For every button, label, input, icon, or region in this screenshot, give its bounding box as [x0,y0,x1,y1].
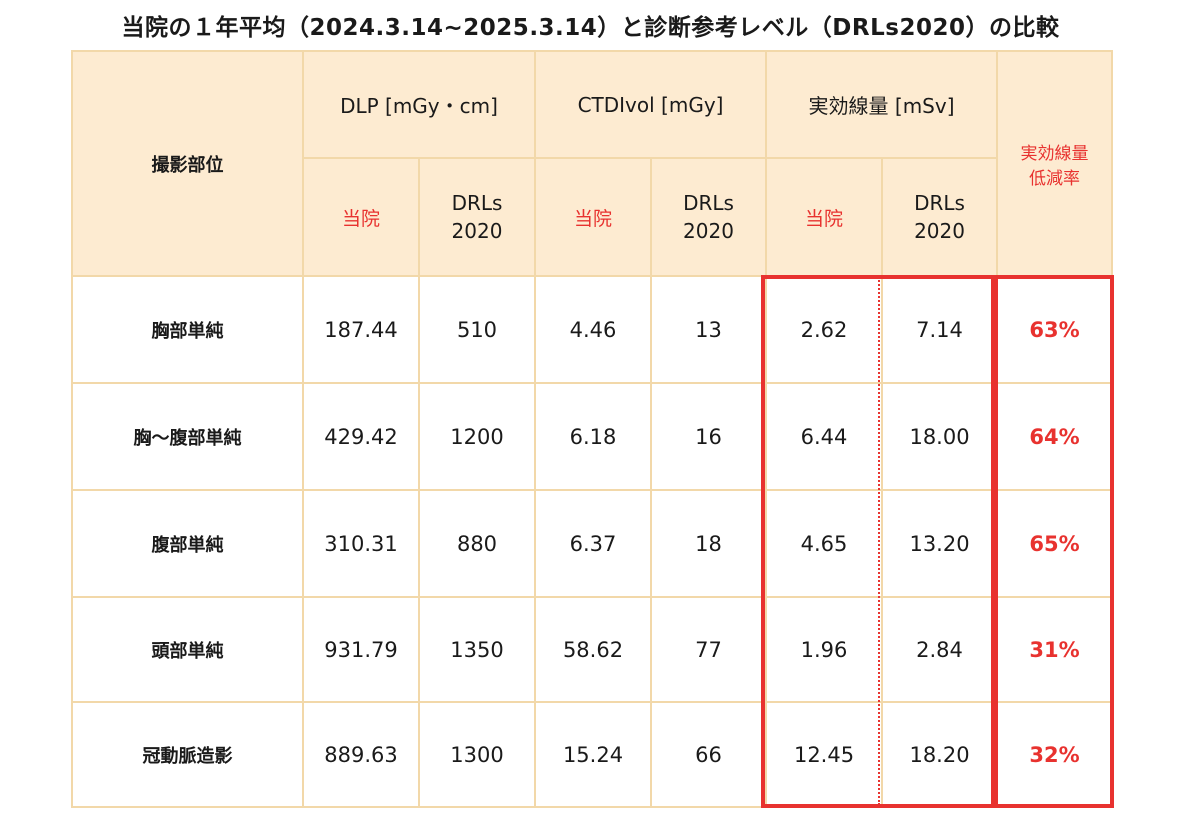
cell-eff-ours: 1.96 [765,596,884,703]
cell-dlp-drls: 880 [418,489,536,598]
cell-dlp-drls: 1300 [418,701,536,808]
cell-eff-drls: 13.20 [881,489,999,598]
cell-ctdi-ours: 6.18 [534,382,652,491]
page-title: 当院の１年平均（2024.3.14~2025.3.14）と診断参考レベル（DRL… [121,15,1060,41]
table-row: 頭部単純 931.79 1350 58.62 77 1.96 2.84 31% [71,596,1114,703]
cell-eff-ours: 6.44 [765,382,884,491]
header-ctdi-drls: DRLs 2020 [649,157,768,277]
table-row: 冠動脈造影 889.63 1300 15.24 66 12.45 18.20 3… [71,701,1114,808]
drls-label: DRLs [451,191,503,215]
cell-dlp-ours: 310.31 [302,489,420,598]
cell-ctdi-drls: 16 [649,382,768,491]
header-dlp-drls: DRLs 2020 [418,157,536,277]
header-eff-ours: 当院 [765,157,884,277]
header-dlp: DLP [mGy・cm] [302,50,536,159]
header-dlp-ours: 当院 [302,157,420,277]
header-reduction-line1: 実効線量 [1020,143,1089,164]
cell-dlp-ours: 429.42 [302,382,420,491]
drls-year: 2020 [914,219,965,243]
cell-ctdi-drls: 13 [649,275,768,384]
header-part: 撮影部位 [71,50,304,277]
cell-reduction: 31% [996,596,1114,703]
effective-dose-dotted-divider [878,277,880,805]
cell-part: 腹部単純 [71,489,304,598]
header-ctdivol: CTDIvol [mGy] [533,50,768,159]
cell-dlp-ours: 889.63 [302,701,420,808]
header-ctdi-ours: 当院 [534,157,652,277]
reduction-rate-highlight-frame [994,275,1114,808]
cell-ctdi-ours: 4.46 [534,275,652,384]
cell-eff-drls: 2.84 [881,596,999,703]
cell-eff-ours: 4.65 [765,489,884,598]
table-row: 腹部単純 310.31 880 6.37 18 4.65 13.20 65% [71,489,1114,598]
cell-dlp-ours: 931.79 [302,596,420,703]
cell-dlp-drls: 510 [418,275,536,384]
cell-reduction: 63% [996,275,1114,384]
cell-part: 胸〜腹部単純 [71,382,304,491]
cell-eff-ours: 12.45 [765,701,884,808]
cell-part: 頭部単純 [71,596,304,703]
cell-dlp-drls: 1200 [418,382,536,491]
cell-eff-ours: 2.62 [765,275,884,384]
cell-reduction: 65% [996,489,1114,598]
comparison-table: 撮影部位 DLP [mGy・cm] CTDIvol [mGy] 実効線量 [mS… [71,50,1114,808]
cell-ctdi-ours: 15.24 [534,701,652,808]
cell-eff-drls: 18.20 [881,701,999,808]
cell-part: 胸部単純 [71,275,304,384]
header-reduction-rate: 実効線量 低減率 [996,50,1114,277]
cell-dlp-ours: 187.44 [302,275,420,384]
drls-year: 2020 [683,219,734,243]
drls-label: DRLs [914,191,965,215]
cell-part: 冠動脈造影 [71,701,304,808]
header-eff-drls: DRLs 2020 [881,157,999,277]
drls-year: 2020 [451,219,503,243]
cell-ctdi-drls: 18 [649,489,768,598]
cell-reduction: 32% [996,701,1114,808]
table-row: 胸〜腹部単純 429.42 1200 6.18 16 6.44 18.00 64… [71,382,1114,491]
cell-eff-drls: 7.14 [881,275,999,384]
drls-label: DRLs [683,191,734,215]
cell-eff-drls: 18.00 [881,382,999,491]
header-effective-dose: 実効線量 [mSv] [765,50,999,159]
cell-dlp-drls: 1350 [418,596,536,703]
cell-ctdi-ours: 6.37 [534,489,652,598]
cell-ctdi-ours: 58.62 [534,596,652,703]
cell-ctdi-drls: 66 [649,701,768,808]
header-reduction-line2: 低減率 [1029,168,1081,189]
table-row: 胸部単純 187.44 510 4.46 13 2.62 7.14 63% [71,275,1114,384]
cell-ctdi-drls: 77 [649,596,768,703]
